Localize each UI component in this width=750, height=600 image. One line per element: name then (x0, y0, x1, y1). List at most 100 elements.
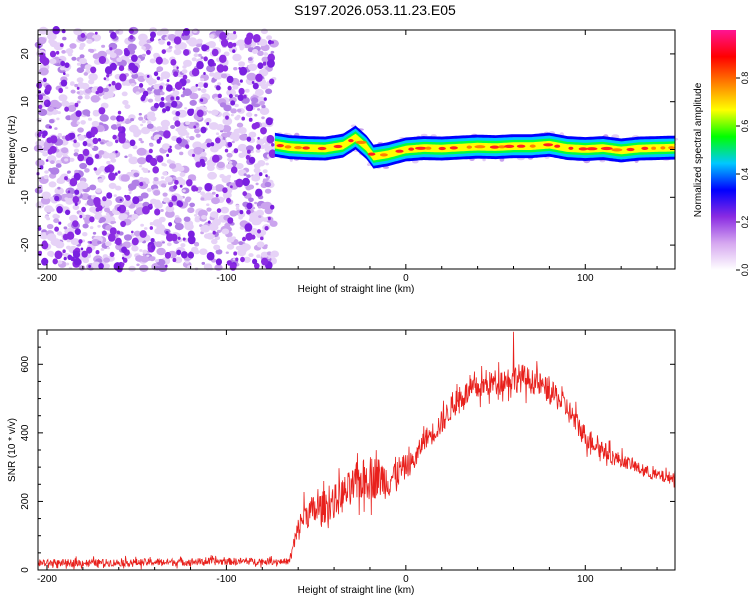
noise-blob (146, 49, 151, 55)
noise-speckle (64, 158, 69, 162)
noise-blob (225, 115, 229, 120)
noise-blob (267, 39, 273, 45)
noise-blob (97, 138, 101, 142)
noise-speckle (82, 223, 89, 229)
noise-speckle (266, 35, 273, 41)
noise-blob (38, 104, 43, 110)
noise-blob (187, 235, 196, 245)
noise-speckle (264, 188, 272, 194)
noise-blob (182, 74, 188, 80)
noise-speckle (131, 213, 139, 220)
noise-blob (242, 177, 250, 187)
noise-blob (118, 135, 126, 144)
track-hotspot (367, 152, 376, 156)
spectrogram-y-tick-label: 0 (20, 146, 31, 152)
noise-blob (118, 204, 127, 214)
noise-blob (92, 137, 99, 145)
noise-speckle (155, 241, 163, 248)
noise-speckle (133, 230, 141, 237)
noise-blob (230, 166, 238, 174)
noise-blob (89, 216, 95, 223)
noise-speckle (258, 205, 262, 209)
noise-speckle (61, 135, 67, 140)
noise-blob (177, 236, 181, 240)
noise-speckle (139, 264, 149, 272)
noise-speckle (128, 78, 136, 84)
noise-speckle (193, 146, 204, 155)
noise-speckle (223, 51, 230, 57)
spectrogram-y-axis-label: Frequency (Hz) (7, 116, 18, 185)
noise-blob (226, 260, 232, 266)
noise-blob (207, 220, 211, 224)
noise-blob (80, 247, 84, 251)
noise-speckle (264, 207, 273, 215)
noise-blob (219, 54, 227, 63)
noise-blob (239, 66, 248, 76)
noise-speckle (165, 205, 175, 213)
noise-speckle (205, 138, 212, 144)
noise-speckle (200, 78, 205, 82)
noise-blob (173, 71, 179, 77)
noise-blob (215, 258, 222, 266)
noise-speckle (70, 120, 79, 128)
noise-speckle (124, 120, 130, 125)
noise-speckle (115, 30, 120, 34)
noise-speckle (102, 254, 109, 259)
noise-blob (90, 66, 97, 74)
noise-speckle (82, 232, 88, 237)
noise-speckle (209, 34, 215, 39)
noise-speckle (149, 143, 154, 147)
spectrogram-y-tick-label: -10 (20, 190, 31, 205)
noise-speckle (187, 265, 192, 269)
noise-speckle (92, 110, 100, 117)
noise-speckle (270, 250, 280, 258)
noise-blob (54, 195, 60, 202)
noise-speckle (160, 82, 165, 87)
noise-speckle (100, 141, 104, 145)
noise-speckle (153, 177, 159, 182)
noise-blob (98, 56, 107, 64)
noise-speckle (91, 239, 100, 247)
noise-speckle (192, 47, 200, 53)
noise-speckle (156, 126, 163, 132)
noise-blob (204, 183, 213, 192)
noise-speckle (147, 98, 154, 103)
noise-speckle (152, 219, 163, 227)
noise-blob (182, 87, 185, 91)
noise-speckle (154, 266, 161, 271)
noise-speckle (124, 234, 132, 241)
noise-blob (49, 145, 57, 154)
noise-blob (183, 49, 190, 56)
noise-blob (82, 148, 90, 156)
noise-speckle (238, 61, 246, 67)
colorbar-tick-label: 0.0 (740, 264, 750, 277)
noise-speckle (127, 43, 137, 51)
noise-blob (119, 73, 127, 82)
noise-speckle (265, 162, 269, 166)
noise-speckle (238, 245, 242, 248)
noise-blob (264, 226, 269, 231)
noise-speckle (100, 247, 105, 251)
noise-blob (215, 137, 221, 144)
track-hotspot (317, 146, 327, 151)
noise-blob (106, 192, 113, 199)
noise-speckle (251, 174, 261, 182)
snr-line (37, 331, 676, 570)
noise-speckle (61, 50, 66, 54)
noise-speckle (74, 83, 79, 88)
noise-blob (118, 65, 125, 72)
noise-blob (244, 223, 253, 232)
noise-speckle (89, 226, 94, 230)
noise-speckle (257, 108, 261, 111)
track-hotspot (651, 146, 656, 150)
noise-speckle (140, 192, 149, 199)
noise-speckle (138, 112, 142, 116)
noise-blob (114, 82, 122, 91)
noise-blob (58, 221, 62, 225)
noise-speckle (165, 210, 175, 218)
noise-blob (55, 50, 60, 55)
noise-speckle (232, 258, 236, 261)
track-hotspot (333, 144, 343, 149)
noise-speckle (86, 38, 93, 44)
